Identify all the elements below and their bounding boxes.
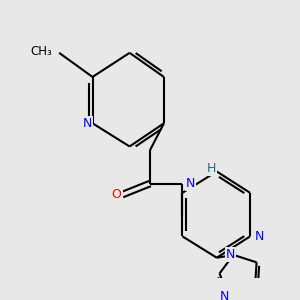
Text: N: N bbox=[226, 248, 235, 261]
Text: N: N bbox=[220, 290, 229, 300]
Text: H: H bbox=[207, 162, 216, 175]
Text: N: N bbox=[255, 230, 265, 243]
Text: O: O bbox=[112, 188, 122, 201]
Text: CH₃: CH₃ bbox=[31, 45, 52, 58]
Text: N: N bbox=[82, 117, 92, 130]
Text: N: N bbox=[186, 177, 195, 190]
